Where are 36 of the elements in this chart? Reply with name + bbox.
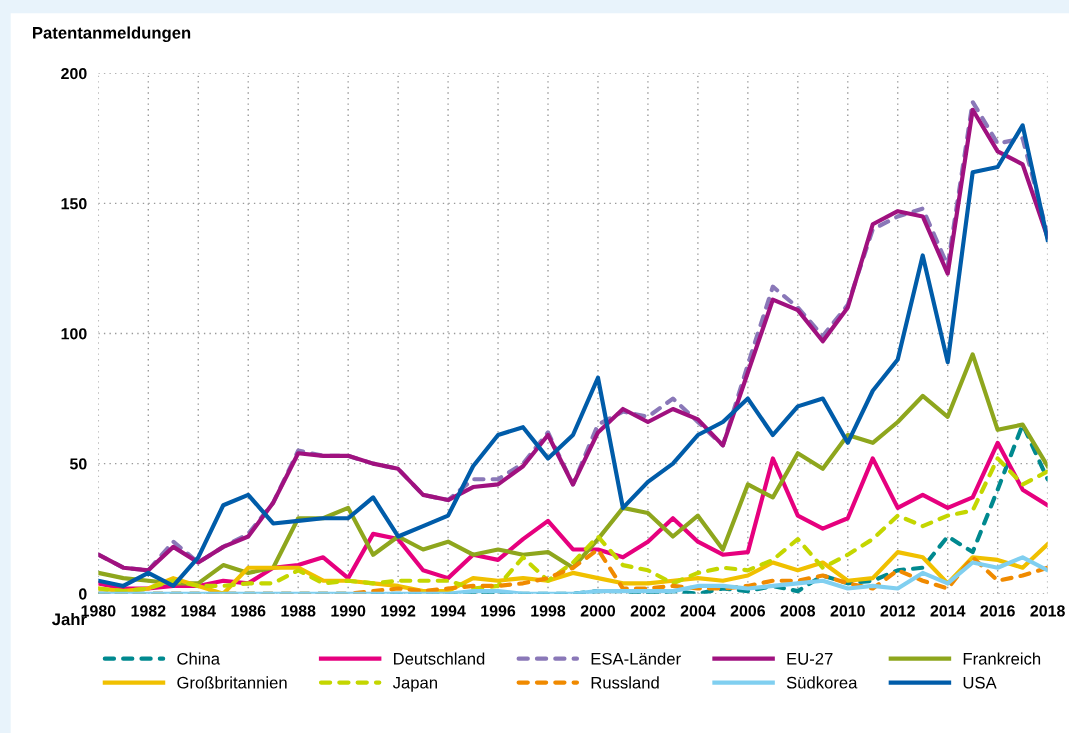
legend-label: USA bbox=[963, 676, 997, 689]
y-tick-label: 50 bbox=[69, 458, 87, 470]
x-tick-label: 1996 bbox=[481, 605, 516, 617]
legend-label: Großbritannien bbox=[177, 676, 287, 689]
x-tick-label: 2004 bbox=[680, 605, 716, 617]
y-tick-label: 200 bbox=[61, 67, 87, 80]
x-tick-label: 1984 bbox=[181, 605, 216, 617]
legend-label: EU-27 bbox=[787, 652, 833, 665]
legend-label: Japan bbox=[392, 676, 437, 692]
legend-label: Russland bbox=[591, 676, 659, 689]
x-tick-label: 2016 bbox=[980, 605, 1015, 617]
x-tick-label: 1994 bbox=[431, 605, 466, 617]
y-tick-label: 100 bbox=[61, 328, 87, 340]
legend-label: Südkorea bbox=[786, 676, 858, 689]
legend-label: ESA-Länder bbox=[591, 652, 681, 665]
x-tick-label: 1992 bbox=[381, 605, 416, 617]
y-axis-title: Patentanmeldungen bbox=[33, 26, 191, 43]
x-tick-label: 2010 bbox=[830, 605, 865, 617]
x-tick-label: 2006 bbox=[730, 605, 766, 617]
x-tick-label: 2018 bbox=[1030, 605, 1065, 617]
x-tick-label: 2002 bbox=[630, 605, 666, 617]
y-tick-label: 150 bbox=[61, 198, 87, 210]
x-tick-label: 2012 bbox=[880, 605, 915, 617]
y-tick-label: 0 bbox=[78, 588, 87, 600]
x-tick-label: 2000 bbox=[580, 605, 616, 617]
legend-label: China bbox=[177, 652, 221, 665]
x-tick-label: 2008 bbox=[780, 605, 816, 617]
legend-label: Frankreich bbox=[963, 652, 1041, 665]
x-tick-label: 1988 bbox=[281, 605, 316, 617]
x-tick-label: 1986 bbox=[231, 605, 266, 617]
x-tick-label: 1982 bbox=[131, 605, 166, 617]
x-tick-label: 1998 bbox=[531, 605, 566, 617]
x-tick-label: 1990 bbox=[331, 605, 366, 617]
legend-label: Deutschland bbox=[394, 652, 485, 665]
x-tick-label: 2014 bbox=[930, 605, 966, 617]
line-series bbox=[98, 352, 1048, 586]
